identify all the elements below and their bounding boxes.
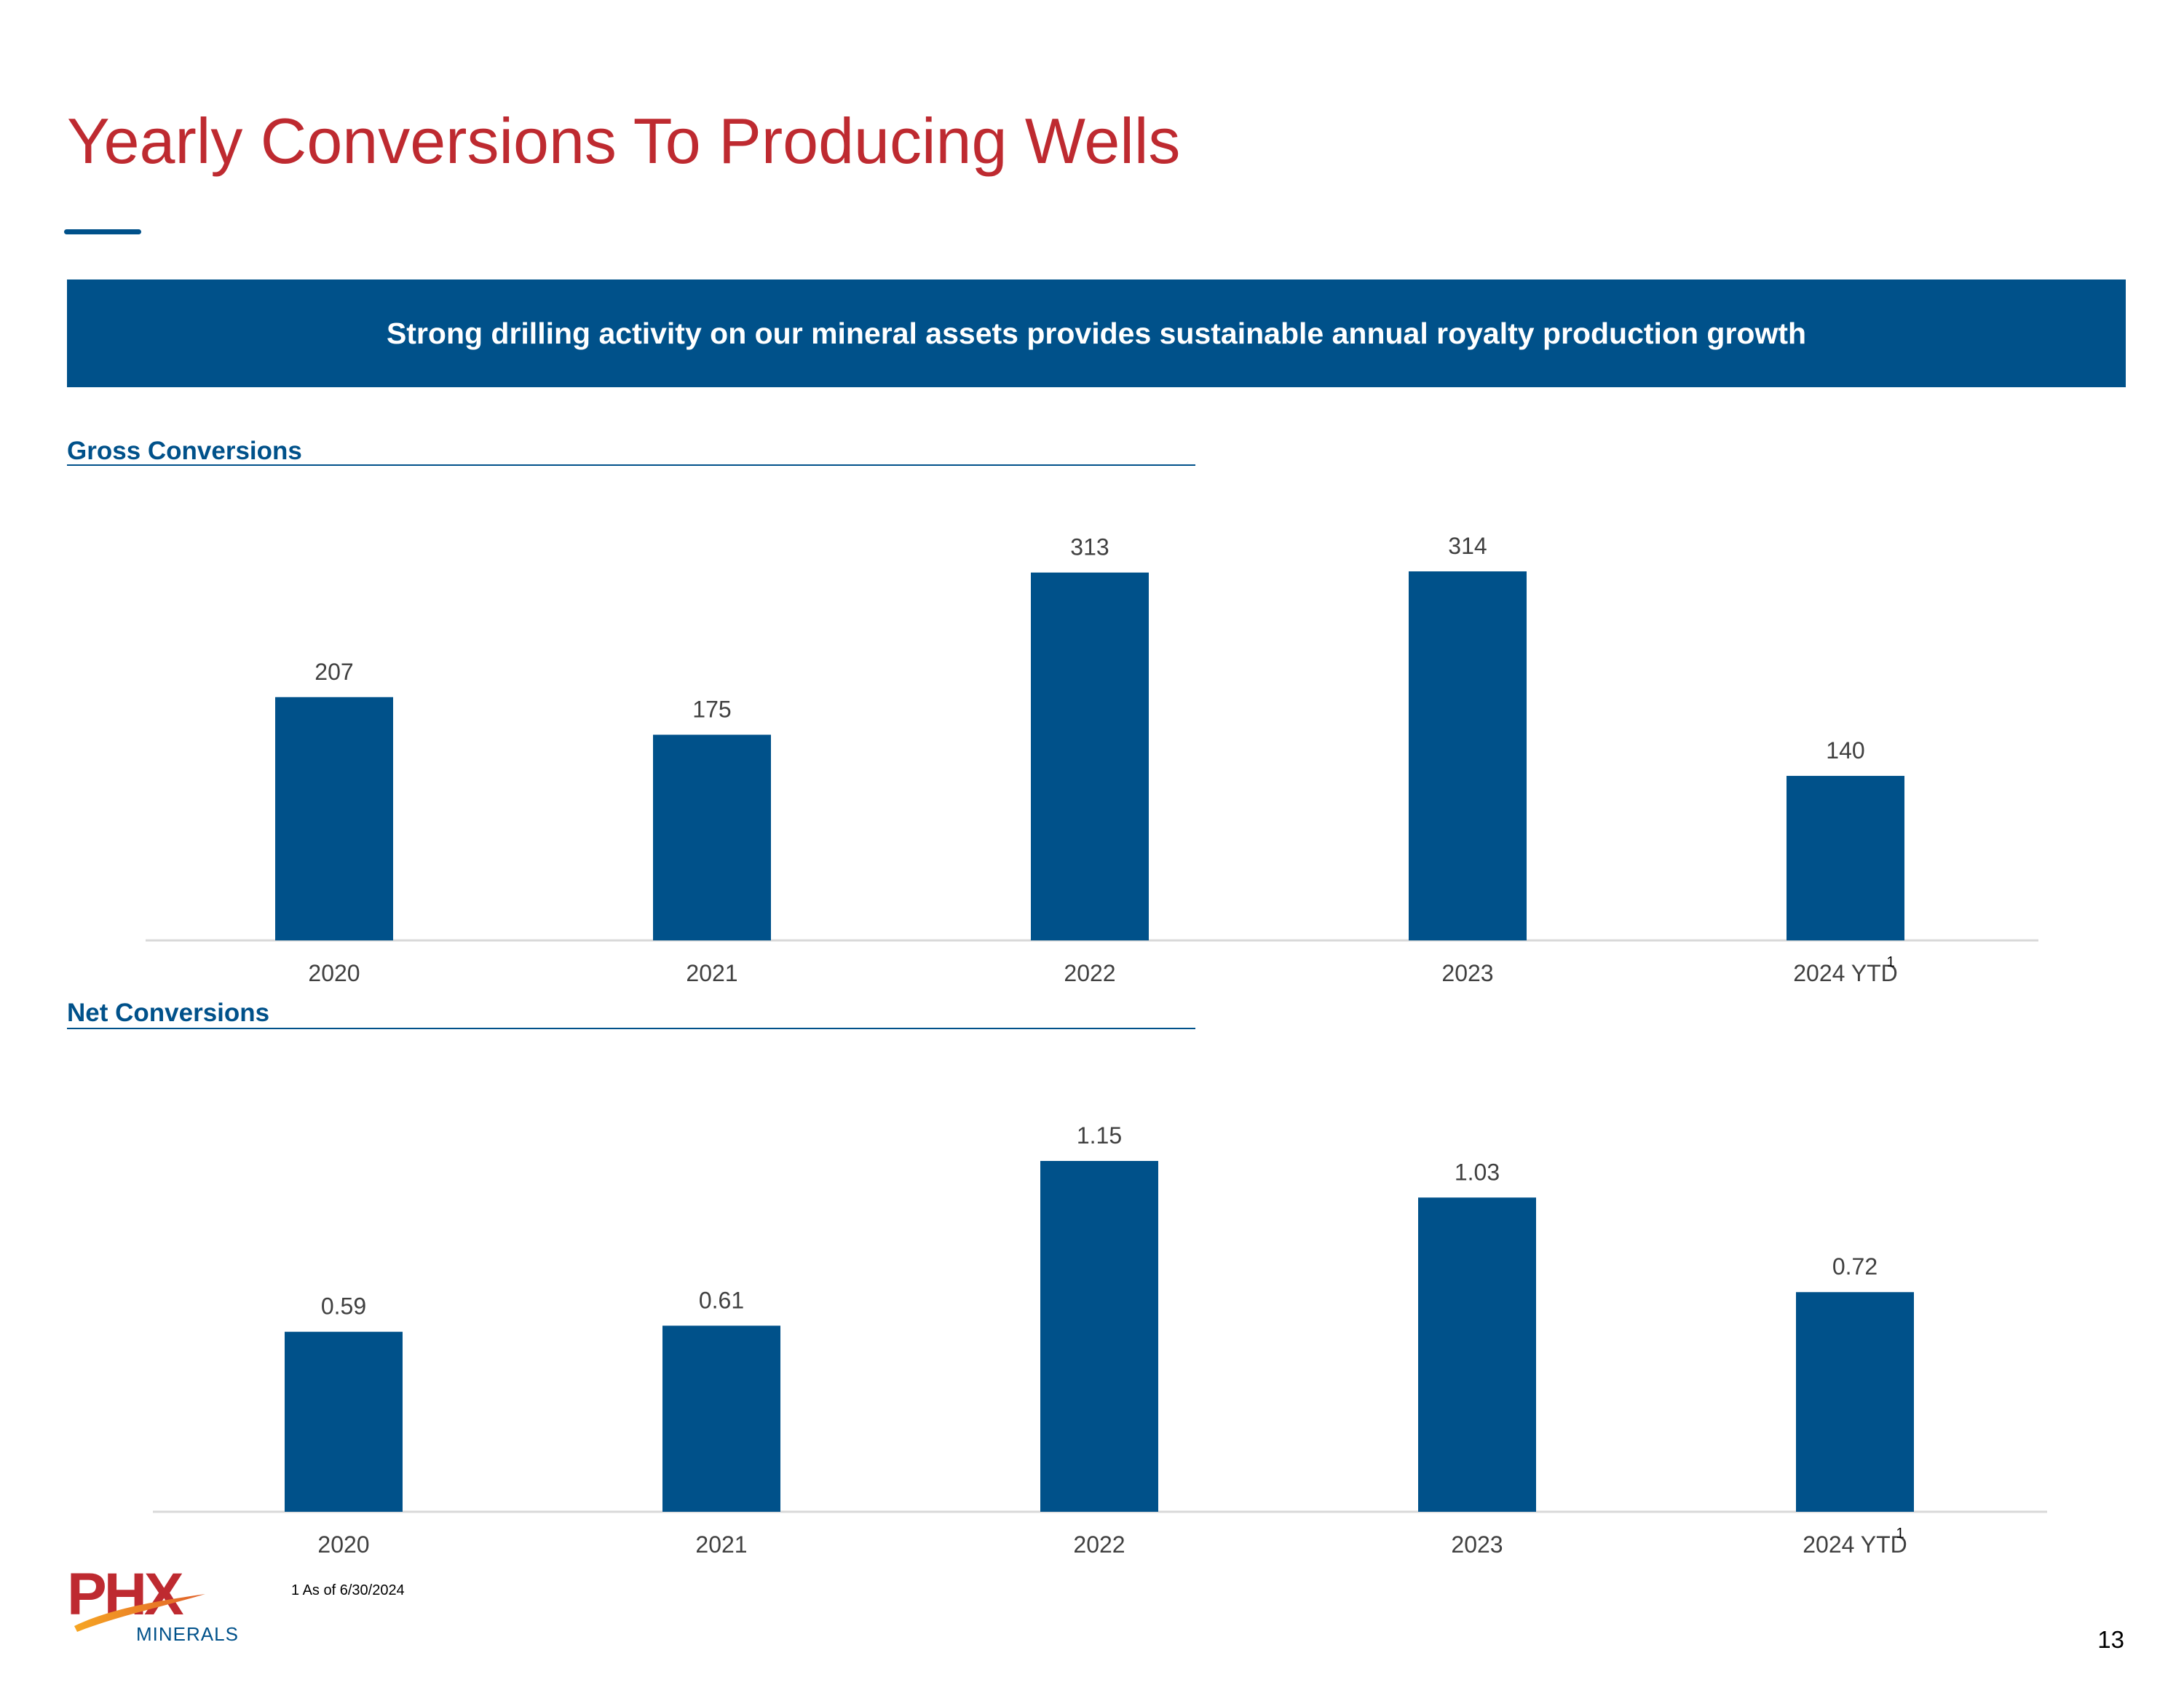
x-tick-label: 2022 <box>1073 1531 1125 1558</box>
x-tick-label: 2024 YTD <box>1803 1531 1907 1558</box>
page-title: Yearly Conversions To Producing Wells <box>67 105 1181 177</box>
gross-conversions-chart: 207 2020 175 2021 313 2022 314 2023 140 2024 YTD 1 <box>0 473 2184 997</box>
net-conversions-svg: 0.59 2020 0.61 2021 1.15 2022 1.03 2023 0.72 2024… <box>153 1122 2047 1558</box>
logo-subtext: MINERALS <box>136 1623 239 1645</box>
data-label: 1.15 <box>1077 1122 1122 1149</box>
data-label: 0.61 <box>699 1287 744 1313</box>
bar <box>1409 571 1527 940</box>
bar <box>275 697 393 940</box>
data-label: 0.72 <box>1832 1253 1878 1280</box>
bar <box>1796 1292 1914 1512</box>
banner-text: Strong drilling activity on our mineral … <box>386 316 1807 350</box>
bar <box>285 1331 403 1512</box>
footnote: 1 As of 6/30/2024 <box>291 1582 405 1598</box>
bar <box>1040 1161 1158 1512</box>
title-underline <box>64 229 141 234</box>
data-label: 0.59 <box>321 1293 366 1320</box>
bar <box>1418 1197 1536 1512</box>
headline-banner: Strong drilling activity on our mineral … <box>67 279 2126 387</box>
bar <box>662 1325 780 1512</box>
phx-minerals-logo: PHX MINERALS <box>67 1565 239 1645</box>
x-tick-footnote: 1 <box>1896 1526 1904 1542</box>
x-tick-footnote: 1 <box>1886 954 1894 970</box>
x-tick-label: 2020 <box>317 1531 369 1558</box>
data-label: 207 <box>314 659 353 685</box>
data-label: 140 <box>1826 737 1864 764</box>
page-number: 13 <box>2097 1626 2124 1653</box>
bar <box>1787 775 1904 940</box>
bar <box>1031 572 1149 940</box>
x-tick-label: 2021 <box>695 1531 747 1558</box>
data-label: 313 <box>1070 534 1109 560</box>
logo-swoosh <box>74 1594 205 1632</box>
x-tick-label: 2021 <box>686 960 737 986</box>
x-tick-label: 2020 <box>308 960 360 986</box>
x-tick-label: 2024 YTD <box>1793 960 1898 986</box>
logo-wordmark: PHX <box>67 1565 183 1627</box>
bar <box>653 734 771 940</box>
gross-conversions-rule <box>67 464 1195 466</box>
x-tick-label: 2023 <box>1451 1531 1503 1558</box>
net-conversions-rule <box>67 1028 1195 1029</box>
x-tick-label: 2022 <box>1064 960 1115 986</box>
gross-conversions-heading: Gross Conversions <box>67 437 302 465</box>
data-label: 175 <box>692 696 731 722</box>
net-conversions-chart: 0.59 2020 0.61 2021 1.15 2022 1.03 2023 0.72 2024… <box>0 1034 2184 1565</box>
net-conversions-heading: Net Conversions <box>67 999 270 1027</box>
data-label: 1.03 <box>1455 1159 1500 1185</box>
x-tick-label: 2023 <box>1441 960 1493 986</box>
data-label: 314 <box>1448 533 1487 559</box>
